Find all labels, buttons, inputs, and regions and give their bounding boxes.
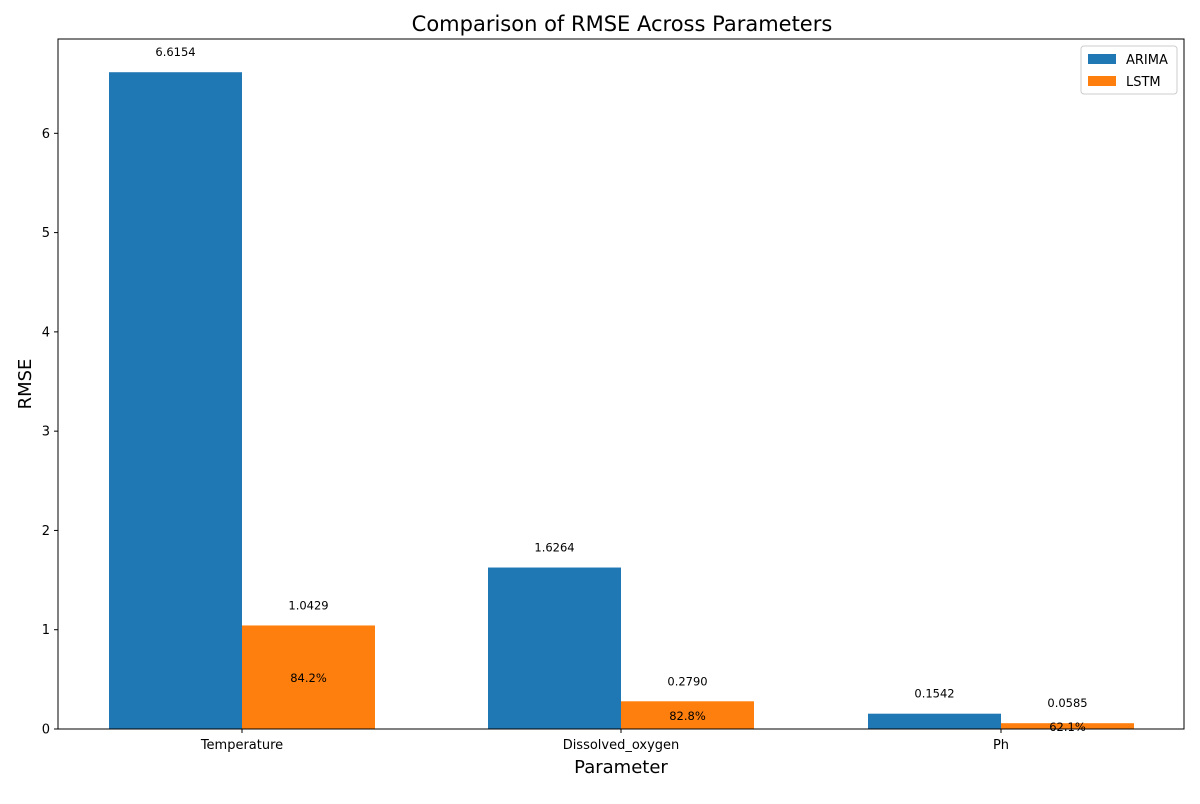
data-label-lstm: 0.2790 bbox=[667, 674, 707, 688]
y-tick-label: 0 bbox=[42, 723, 50, 738]
y-tick-label: 1 bbox=[42, 623, 50, 638]
bar-arima-temperature bbox=[109, 72, 242, 729]
legend: ARIMA LSTM bbox=[1080, 45, 1178, 95]
y-axis-title: RMSE bbox=[15, 359, 36, 410]
x-tick-label: Dissolved_oxygen bbox=[563, 738, 680, 753]
data-label-arima: 0.1542 bbox=[914, 687, 954, 701]
data-label-lstm: 0.0585 bbox=[1047, 696, 1087, 710]
bar-arima-dissolved_oxygen bbox=[488, 567, 621, 729]
y-tick-label: 6 bbox=[42, 127, 50, 142]
data-label-arima: 6.6154 bbox=[155, 45, 195, 59]
y-tick-label: 4 bbox=[42, 325, 50, 340]
data-labels-layer: 6.6154 1.6264 0.1542 1.0429 0.2790 0.0585 84.2… bbox=[155, 45, 1087, 734]
data-label-arima: 1.6264 bbox=[534, 541, 574, 555]
legend-swatch-lstm bbox=[1088, 76, 1116, 86]
improvement-label: 62.1% bbox=[1049, 720, 1086, 734]
bar-lstm-temperature bbox=[242, 625, 375, 729]
legend-label-arima: ARIMA bbox=[1126, 53, 1168, 68]
bar-lstm-dissolved_oxygen bbox=[621, 701, 754, 729]
x-tick-label: Temperature bbox=[200, 738, 283, 753]
legend-swatch-arima bbox=[1088, 54, 1116, 64]
improvement-label: 82.8% bbox=[669, 709, 706, 723]
y-tick-label: 2 bbox=[42, 524, 50, 539]
x-axis: Temperature Dissolved_oxygen Ph bbox=[200, 729, 1009, 753]
bar-arima-ph bbox=[868, 713, 1001, 729]
legend-label-lstm: LSTM bbox=[1126, 75, 1161, 90]
x-tick-label: Ph bbox=[993, 738, 1009, 753]
bars-layer bbox=[109, 72, 1134, 729]
bar-lstm-ph bbox=[1001, 723, 1134, 729]
y-tick-label: 5 bbox=[42, 226, 50, 241]
y-tick-label: 3 bbox=[42, 425, 50, 440]
x-axis-title: Parameter bbox=[574, 757, 668, 778]
y-axis: 0 1 2 3 4 5 6 bbox=[42, 127, 58, 738]
improvement-label: 84.2% bbox=[290, 671, 327, 685]
chart-title: Comparison of RMSE Across Parameters bbox=[412, 12, 833, 36]
data-label-lstm: 1.0429 bbox=[288, 598, 328, 612]
